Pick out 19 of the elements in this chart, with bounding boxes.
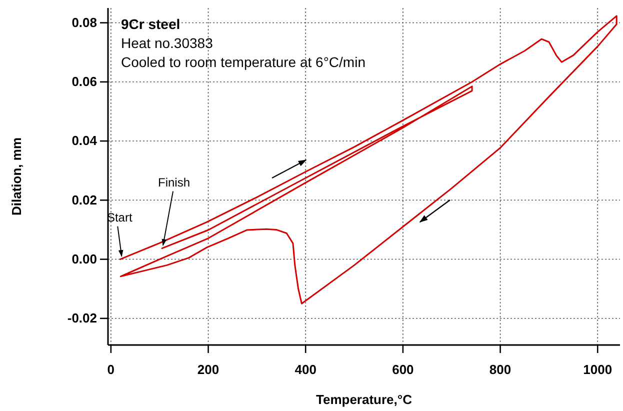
y-tick-label: 0.00	[72, 251, 97, 266]
x-tick-label: 600	[392, 362, 414, 378]
x-tick-label: 200	[197, 362, 220, 378]
y-tick-label: 0.08	[72, 14, 97, 30]
x-tick-label: 400	[294, 362, 316, 378]
x-axis-title: Temperature,°C	[316, 392, 413, 407]
annotation: Finish	[158, 175, 190, 190]
annotation: Cooled to room temperature at 6°C/min	[121, 54, 366, 70]
y-tick-label: -0.02	[67, 310, 97, 326]
y-tick-label: 0.06	[72, 74, 97, 90]
x-tick-label: 1000	[583, 362, 612, 378]
annotation: Heat no.30383	[121, 35, 214, 51]
y-axis-title: Dilation, mm	[9, 137, 24, 216]
text: 9Cr steel	[121, 16, 180, 32]
y-tick-label: 0.02	[72, 192, 97, 208]
x-tick-label: 800	[489, 362, 512, 378]
y-tick-label: 0.04	[72, 133, 98, 148]
x-tick-label: 0	[107, 362, 115, 378]
annotation: Start	[106, 210, 133, 224]
